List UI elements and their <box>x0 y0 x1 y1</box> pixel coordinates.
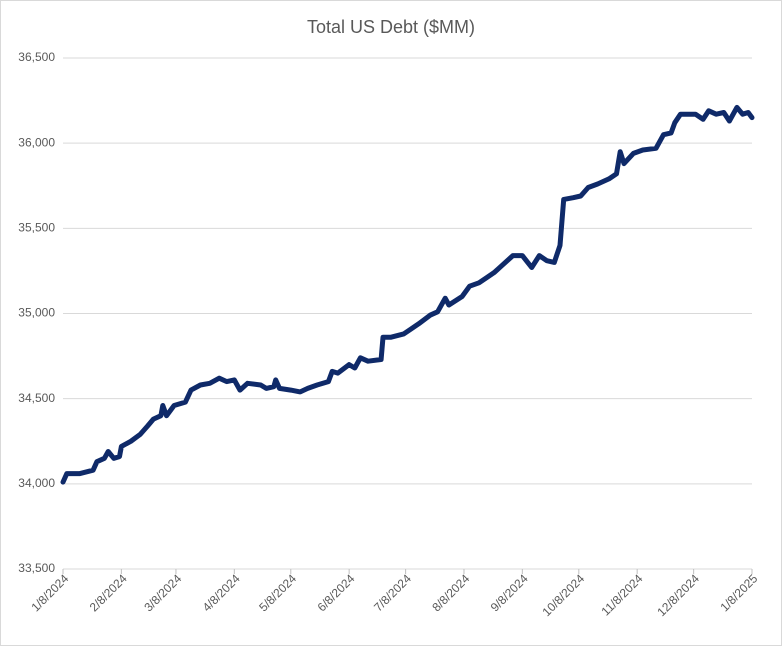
series-line <box>60 104 755 485</box>
y-tick-label: 36,000 <box>18 135 55 149</box>
y-tick-label: 35,500 <box>18 221 55 235</box>
y-tick-label: 33,500 <box>18 561 55 575</box>
chart-title: Total US Debt ($MM) <box>307 17 475 37</box>
y-tick-label: 35,000 <box>18 306 55 320</box>
y-tick-label: 36,500 <box>18 50 55 64</box>
y-tick-label: 34,500 <box>18 391 55 405</box>
y-tick-label: 34,000 <box>18 476 55 490</box>
